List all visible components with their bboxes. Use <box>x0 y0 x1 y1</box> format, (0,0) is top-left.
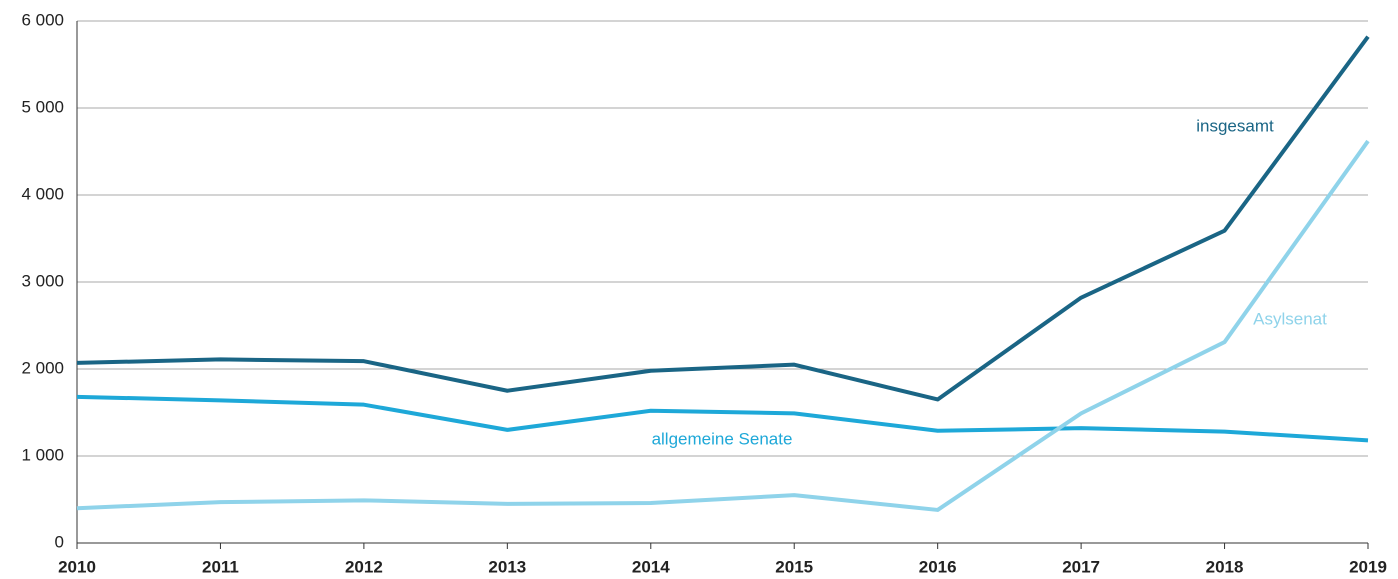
x-tick-label: 2011 <box>202 557 239 576</box>
series-line <box>76 394 1369 443</box>
x-tick-label: 2015 <box>775 557 813 576</box>
series-label: insgesamt <box>1196 116 1274 135</box>
series-line <box>76 35 1370 402</box>
x-tick-label: 2016 <box>919 557 957 576</box>
y-tick-label: 2 000 <box>21 358 64 377</box>
y-tick-label: 6 000 <box>21 10 64 29</box>
y-tick-label: 4 000 <box>21 184 64 203</box>
x-tick-label: 2014 <box>632 557 670 576</box>
x-tick-label: 2013 <box>488 557 526 576</box>
x-tick-label: 2018 <box>1206 557 1244 576</box>
x-tick-label: 2012 <box>345 557 383 576</box>
y-tick-label: 5 000 <box>21 97 64 116</box>
series-label: Asylsenat <box>1253 309 1327 328</box>
series-line <box>76 139 1370 512</box>
x-tick-label: 2010 <box>58 557 96 576</box>
y-tick-label: 1 000 <box>21 445 64 464</box>
x-tick-label: 2017 <box>1062 557 1100 576</box>
x-tick-label: 2019 <box>1349 557 1387 576</box>
series-label: allgemeine Senate <box>652 429 793 448</box>
y-tick-label: 3 000 <box>21 271 64 290</box>
y-tick-label: 0 <box>55 532 64 551</box>
